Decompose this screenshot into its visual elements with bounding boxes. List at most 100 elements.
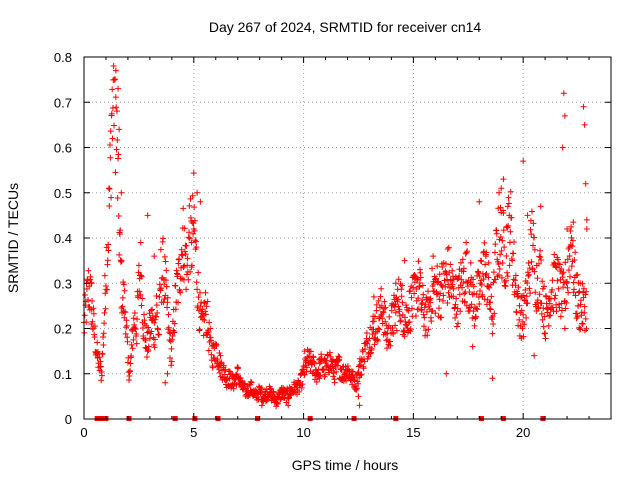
data-point (509, 257, 516, 264)
data-point (89, 298, 96, 305)
data-point (478, 281, 485, 288)
data-point (301, 348, 308, 355)
data-point (552, 263, 559, 270)
data-point (165, 311, 172, 318)
data-point (375, 325, 382, 332)
data-point (138, 273, 145, 280)
data-point (417, 274, 424, 281)
data-point (106, 203, 113, 210)
data-point (395, 296, 402, 303)
data-point (437, 290, 444, 297)
data-point (285, 402, 292, 409)
data-point (551, 295, 558, 302)
data-point (452, 314, 459, 321)
data-point (111, 122, 118, 129)
data-point (205, 329, 212, 336)
data-point (217, 352, 224, 359)
data-point (401, 257, 408, 264)
data-point (371, 341, 378, 348)
data-point (572, 292, 579, 299)
data-point (489, 316, 496, 323)
data-point (580, 294, 587, 301)
data-point (482, 253, 489, 260)
data-point (129, 345, 136, 352)
data-point (156, 331, 163, 338)
data-point (536, 291, 543, 298)
data-point (526, 271, 533, 278)
data-point (500, 227, 507, 234)
data-point (191, 217, 198, 224)
data-point (581, 303, 588, 310)
data-point (563, 299, 570, 306)
data-point (270, 388, 277, 395)
data-point (405, 319, 412, 326)
data-point (489, 330, 496, 337)
data-point (557, 313, 564, 320)
data-point (499, 260, 506, 267)
data-point (490, 269, 497, 276)
data-point (216, 349, 223, 356)
data-point (380, 309, 387, 316)
data-point (221, 371, 228, 378)
data-point (462, 250, 469, 257)
data-point (424, 332, 431, 339)
data-point (531, 268, 538, 275)
data-point (109, 86, 116, 93)
data-point (577, 280, 584, 287)
data-point (537, 203, 544, 210)
data-point (360, 365, 367, 372)
y-tick-label: 0.2 (54, 322, 72, 337)
data-point (147, 307, 154, 314)
data-point (118, 304, 125, 311)
data-point (313, 378, 320, 385)
data-point (538, 310, 545, 317)
data-point (153, 302, 160, 309)
data-point (580, 103, 587, 110)
data-point (163, 283, 170, 290)
data-point (116, 126, 123, 133)
data-point (123, 317, 130, 324)
data-point (490, 321, 497, 328)
data-point (162, 379, 169, 386)
data-point (567, 241, 574, 248)
data-point (98, 372, 105, 379)
data-point (144, 348, 151, 355)
data-point (562, 259, 569, 266)
x-axis-label: GPS time / hours (292, 457, 399, 473)
data-point (276, 388, 283, 395)
data-point (500, 210, 507, 217)
data-point (492, 276, 499, 283)
data-point (507, 228, 514, 235)
data-point (553, 301, 560, 308)
data-point (539, 278, 546, 285)
data-point (179, 252, 186, 259)
data-point (171, 320, 178, 327)
data-point (481, 239, 488, 246)
data-point (474, 306, 481, 313)
data-point (207, 325, 214, 332)
data-point (393, 327, 400, 334)
data-point (469, 343, 476, 350)
data-point (534, 275, 541, 282)
y-tick-label: 0.4 (54, 231, 72, 246)
data-point (164, 304, 171, 311)
data-point (473, 291, 480, 298)
data-point (243, 385, 250, 392)
data-point (195, 307, 202, 314)
data-point (391, 304, 398, 311)
data-point (258, 389, 265, 396)
data-point (504, 273, 511, 280)
data-point (311, 360, 318, 367)
data-point (445, 289, 452, 296)
data-point (100, 330, 107, 337)
x-tick-label: 5 (190, 425, 197, 440)
data-point (396, 312, 403, 319)
data-point (419, 299, 426, 306)
data-point (421, 304, 428, 311)
data-point (427, 295, 434, 302)
data-point (568, 263, 575, 270)
data-point (382, 304, 389, 311)
data-point (546, 300, 553, 307)
data-point (101, 309, 108, 316)
data-point (113, 108, 120, 115)
